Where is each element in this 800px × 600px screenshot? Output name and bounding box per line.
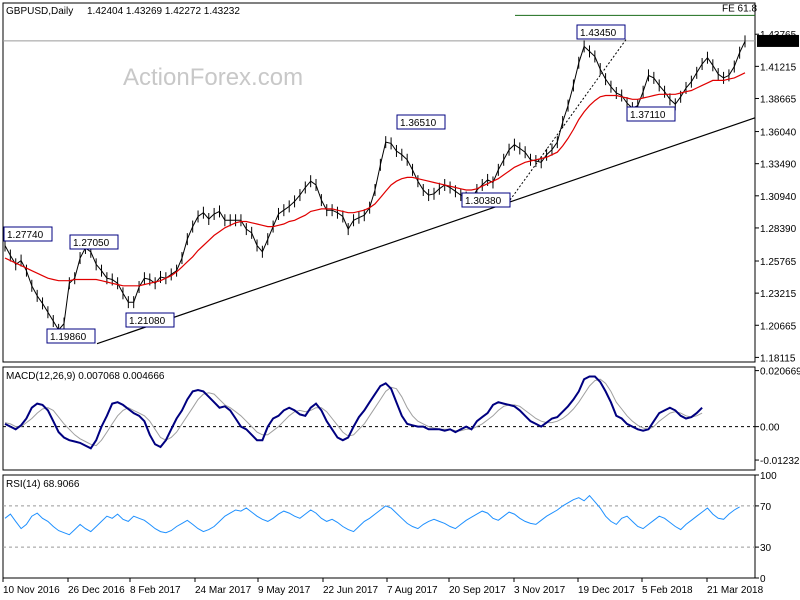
price-annotation-box	[396, 114, 446, 130]
macd-title: MACD(12,26,9) 0.007068 0.004666	[6, 371, 165, 382]
price-annotation-label: 1.43450	[580, 28, 617, 39]
macd-tick-label: -0.012328	[760, 456, 800, 467]
price-tick-label: 1.36040	[760, 128, 797, 139]
price-annotation-box	[3, 226, 53, 242]
x-tick-label: 8 Feb 2017	[130, 585, 181, 596]
watermark: ActionForex.com	[123, 64, 303, 91]
price-annotation-label: 1.27050	[73, 238, 110, 249]
current-price-label: 1.43232	[760, 37, 797, 48]
macd-layer	[4, 375, 703, 450]
price-tick-label: 1.38665	[760, 94, 797, 105]
price-layer: FE 61.8	[4, 3, 757, 345]
price-annotation-box	[626, 106, 676, 122]
price-annotation-box	[69, 234, 119, 250]
macd-axis: 0.020669 0.00 -0.012328	[3, 367, 800, 467]
rsi-line	[4, 494, 740, 536]
x-tick-label: 7 Aug 2017	[387, 585, 438, 596]
x-tick-label: 21 Mar 2018	[707, 585, 764, 596]
price-panel-frame	[2, 2, 756, 363]
price-annotation-label: 1.19860	[50, 332, 87, 343]
fe-level-label: FE 61.8	[722, 3, 757, 14]
rsi-axis: 100 70 30 0	[3, 471, 777, 585]
price-tick-label: 1.28390	[760, 224, 797, 235]
x-tick-label: 10 Nov 2016	[3, 585, 60, 596]
macd-tick-label: 0.00	[760, 423, 780, 434]
x-tick-label: 19 Dec 2017	[578, 585, 635, 596]
price-tick-label: 1.18115	[760, 353, 796, 364]
macd-tick-label: 0.020669	[760, 367, 800, 378]
rsi-panel-frame	[2, 474, 756, 579]
price-annotation-label: 1.37110	[630, 110, 666, 121]
rsi-title: RSI(14) 68.9066	[6, 479, 80, 490]
price-tick-label: 1.25765	[760, 257, 797, 268]
price-annotation-box	[461, 192, 511, 208]
rsi-tick-label: 30	[760, 543, 772, 554]
x-axis: 10 Nov 2016 26 Dec 2016 8 Feb 2017 24 Mar 2…	[2, 578, 764, 596]
chart-title: GBPUSD,Daily	[6, 6, 73, 17]
price-tick-label: 1.33490	[760, 160, 797, 171]
price-line	[4, 41, 746, 331]
price-tick-label: 1.41215	[760, 62, 797, 73]
macd-panel-frame	[2, 366, 756, 471]
x-tick-label: 3 Nov 2017	[514, 585, 566, 596]
rsi-tick-label: 0	[760, 574, 766, 585]
price-annotation-label: 1.30380	[465, 196, 502, 207]
rsi-tick-label: 100	[760, 471, 777, 482]
ohlc-readout: 1.42404 1.43269 1.42272 1.43232	[87, 6, 240, 17]
price-annotation-label: 1.27740	[7, 230, 44, 241]
price-axis: 1.437651.412151.386651.360401.334901.309…	[3, 30, 799, 364]
macd-signal-line	[4, 378, 703, 447]
trendline	[96, 117, 756, 345]
price-tick-label: 1.30940	[760, 192, 797, 203]
macd-line	[4, 375, 703, 450]
x-tick-label: 26 Dec 2016	[68, 585, 125, 596]
x-tick-label: 22 Jun 2017	[323, 585, 378, 596]
moving-average-line	[4, 72, 746, 287]
price-annotation-label: 1.21080	[129, 316, 166, 327]
price-annotation-box	[576, 24, 626, 40]
x-tick-label: 24 Mar 2017	[195, 585, 252, 596]
label-layer: 1.19860 1.21080 1.27050 1.27740 1.36510 1.303…	[3, 24, 676, 344]
x-tick-label: 20 Sep 2017	[449, 585, 506, 596]
price-annotation-label: 1.36510	[400, 118, 437, 129]
dashed-projection	[509, 37, 628, 201]
rsi-layer	[4, 494, 740, 536]
x-tick-label: 9 May 2017	[258, 585, 311, 596]
current-price-box	[757, 34, 799, 47]
x-tick-label: 5 Feb 2018	[642, 585, 693, 596]
price-annotation-box	[46, 328, 96, 344]
price-tick-label: 1.23215	[760, 289, 797, 300]
price-annotation-box	[125, 312, 175, 328]
rsi-tick-label: 70	[760, 502, 772, 513]
price-tick-label: 1.20665	[760, 321, 797, 332]
